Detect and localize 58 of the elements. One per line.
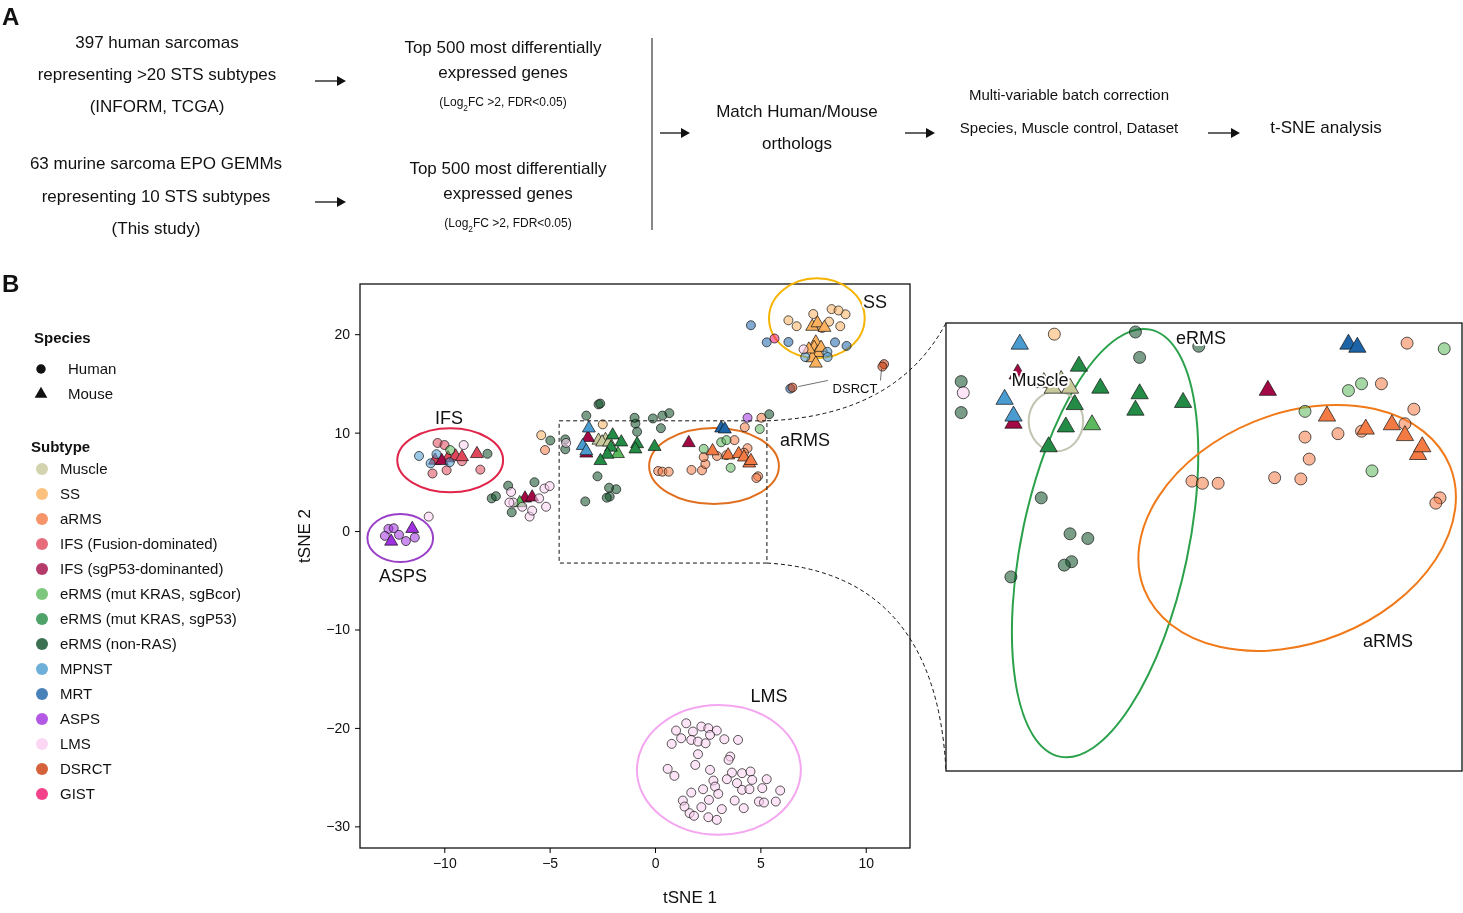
x-axis-title: tSNE 1: [663, 888, 717, 907]
text: orthologs: [762, 134, 832, 153]
text: Mouse: [68, 385, 114, 402]
y-tick-label: 0: [342, 523, 351, 540]
legend-label: MRT: [60, 685, 93, 702]
text: 63 murine sarcoma EPO GEMMs: [29, 154, 283, 173]
x-tick-label: −10: [432, 854, 457, 871]
y-tick-label: −10: [326, 621, 351, 638]
legend-label: eRMS (mut KRAS, sgBcor): [60, 585, 241, 602]
y-axis-title: tSNE 2: [295, 509, 314, 563]
legend-label: GIST: [60, 785, 96, 802]
text: Top 500 most differentially: [404, 38, 603, 57]
text: representing >20 STS subtypes: [37, 65, 277, 84]
legend-label: LMS: [60, 735, 91, 752]
text: (This study): [111, 219, 201, 238]
text: (Log$_{2}$FC >2, FDR<0.05): [439, 95, 567, 113]
annotation: LMS: [750, 686, 788, 706]
x-tick-label: 0: [651, 854, 660, 871]
legend-label: Muscle: [60, 460, 108, 477]
y-tick-label: 10: [334, 424, 351, 441]
text: representing 10 STS subtypes: [41, 187, 271, 206]
text: expressed genes: [443, 184, 573, 203]
legend-label: eRMS (non-RAS): [60, 635, 177, 652]
annotation: ASPS: [378, 566, 428, 586]
annotation: IFS: [434, 408, 464, 428]
annotation: DSRCT: [832, 381, 878, 396]
text: Top 500 most differentially: [409, 159, 608, 178]
legend-label: IFS (sgP53-dominanted): [60, 560, 224, 577]
legend-label: ASPS: [60, 710, 101, 727]
x-tick-label: 10: [858, 854, 875, 871]
legend-label: IFS (Fusion-dominated): [60, 535, 218, 552]
text: Species: [34, 329, 91, 346]
legend-label: aRMS: [60, 510, 102, 527]
annotation: aRMS: [779, 430, 831, 450]
text: Human: [68, 360, 117, 377]
text: 397 human sarcomas: [75, 33, 239, 52]
y-tick-label: −20: [326, 719, 351, 736]
text: (INFORM, TCGA): [89, 97, 225, 116]
text: Species, Muscle control, Dataset: [959, 119, 1180, 136]
text: A: [2, 3, 20, 30]
text: (Log$_{2}$FC >2, FDR<0.05): [444, 216, 572, 234]
legend-title: Subtype: [31, 438, 91, 455]
x-tick-label: 5: [756, 854, 765, 871]
legend-label: SS: [60, 485, 81, 502]
legend-label: MPNST: [60, 660, 113, 677]
text: aRMS: [1362, 631, 1414, 651]
x-tick-label: −5: [542, 854, 559, 871]
y-tick-label: 20: [334, 326, 351, 343]
annotation: SS: [862, 292, 888, 312]
text: eRMS: [1175, 328, 1227, 348]
y-tick-label: −30: [326, 818, 351, 835]
text: B: [2, 270, 20, 297]
legend-label: eRMS (mut KRAS, sgP53): [60, 610, 237, 627]
text: Multi-variable batch correction: [968, 86, 1170, 103]
text: Match Human/Mouse: [716, 102, 878, 121]
text: expressed genes: [438, 63, 568, 82]
text: t-SNE analysis: [1270, 118, 1382, 137]
legend-label: DSRCT: [60, 760, 112, 777]
